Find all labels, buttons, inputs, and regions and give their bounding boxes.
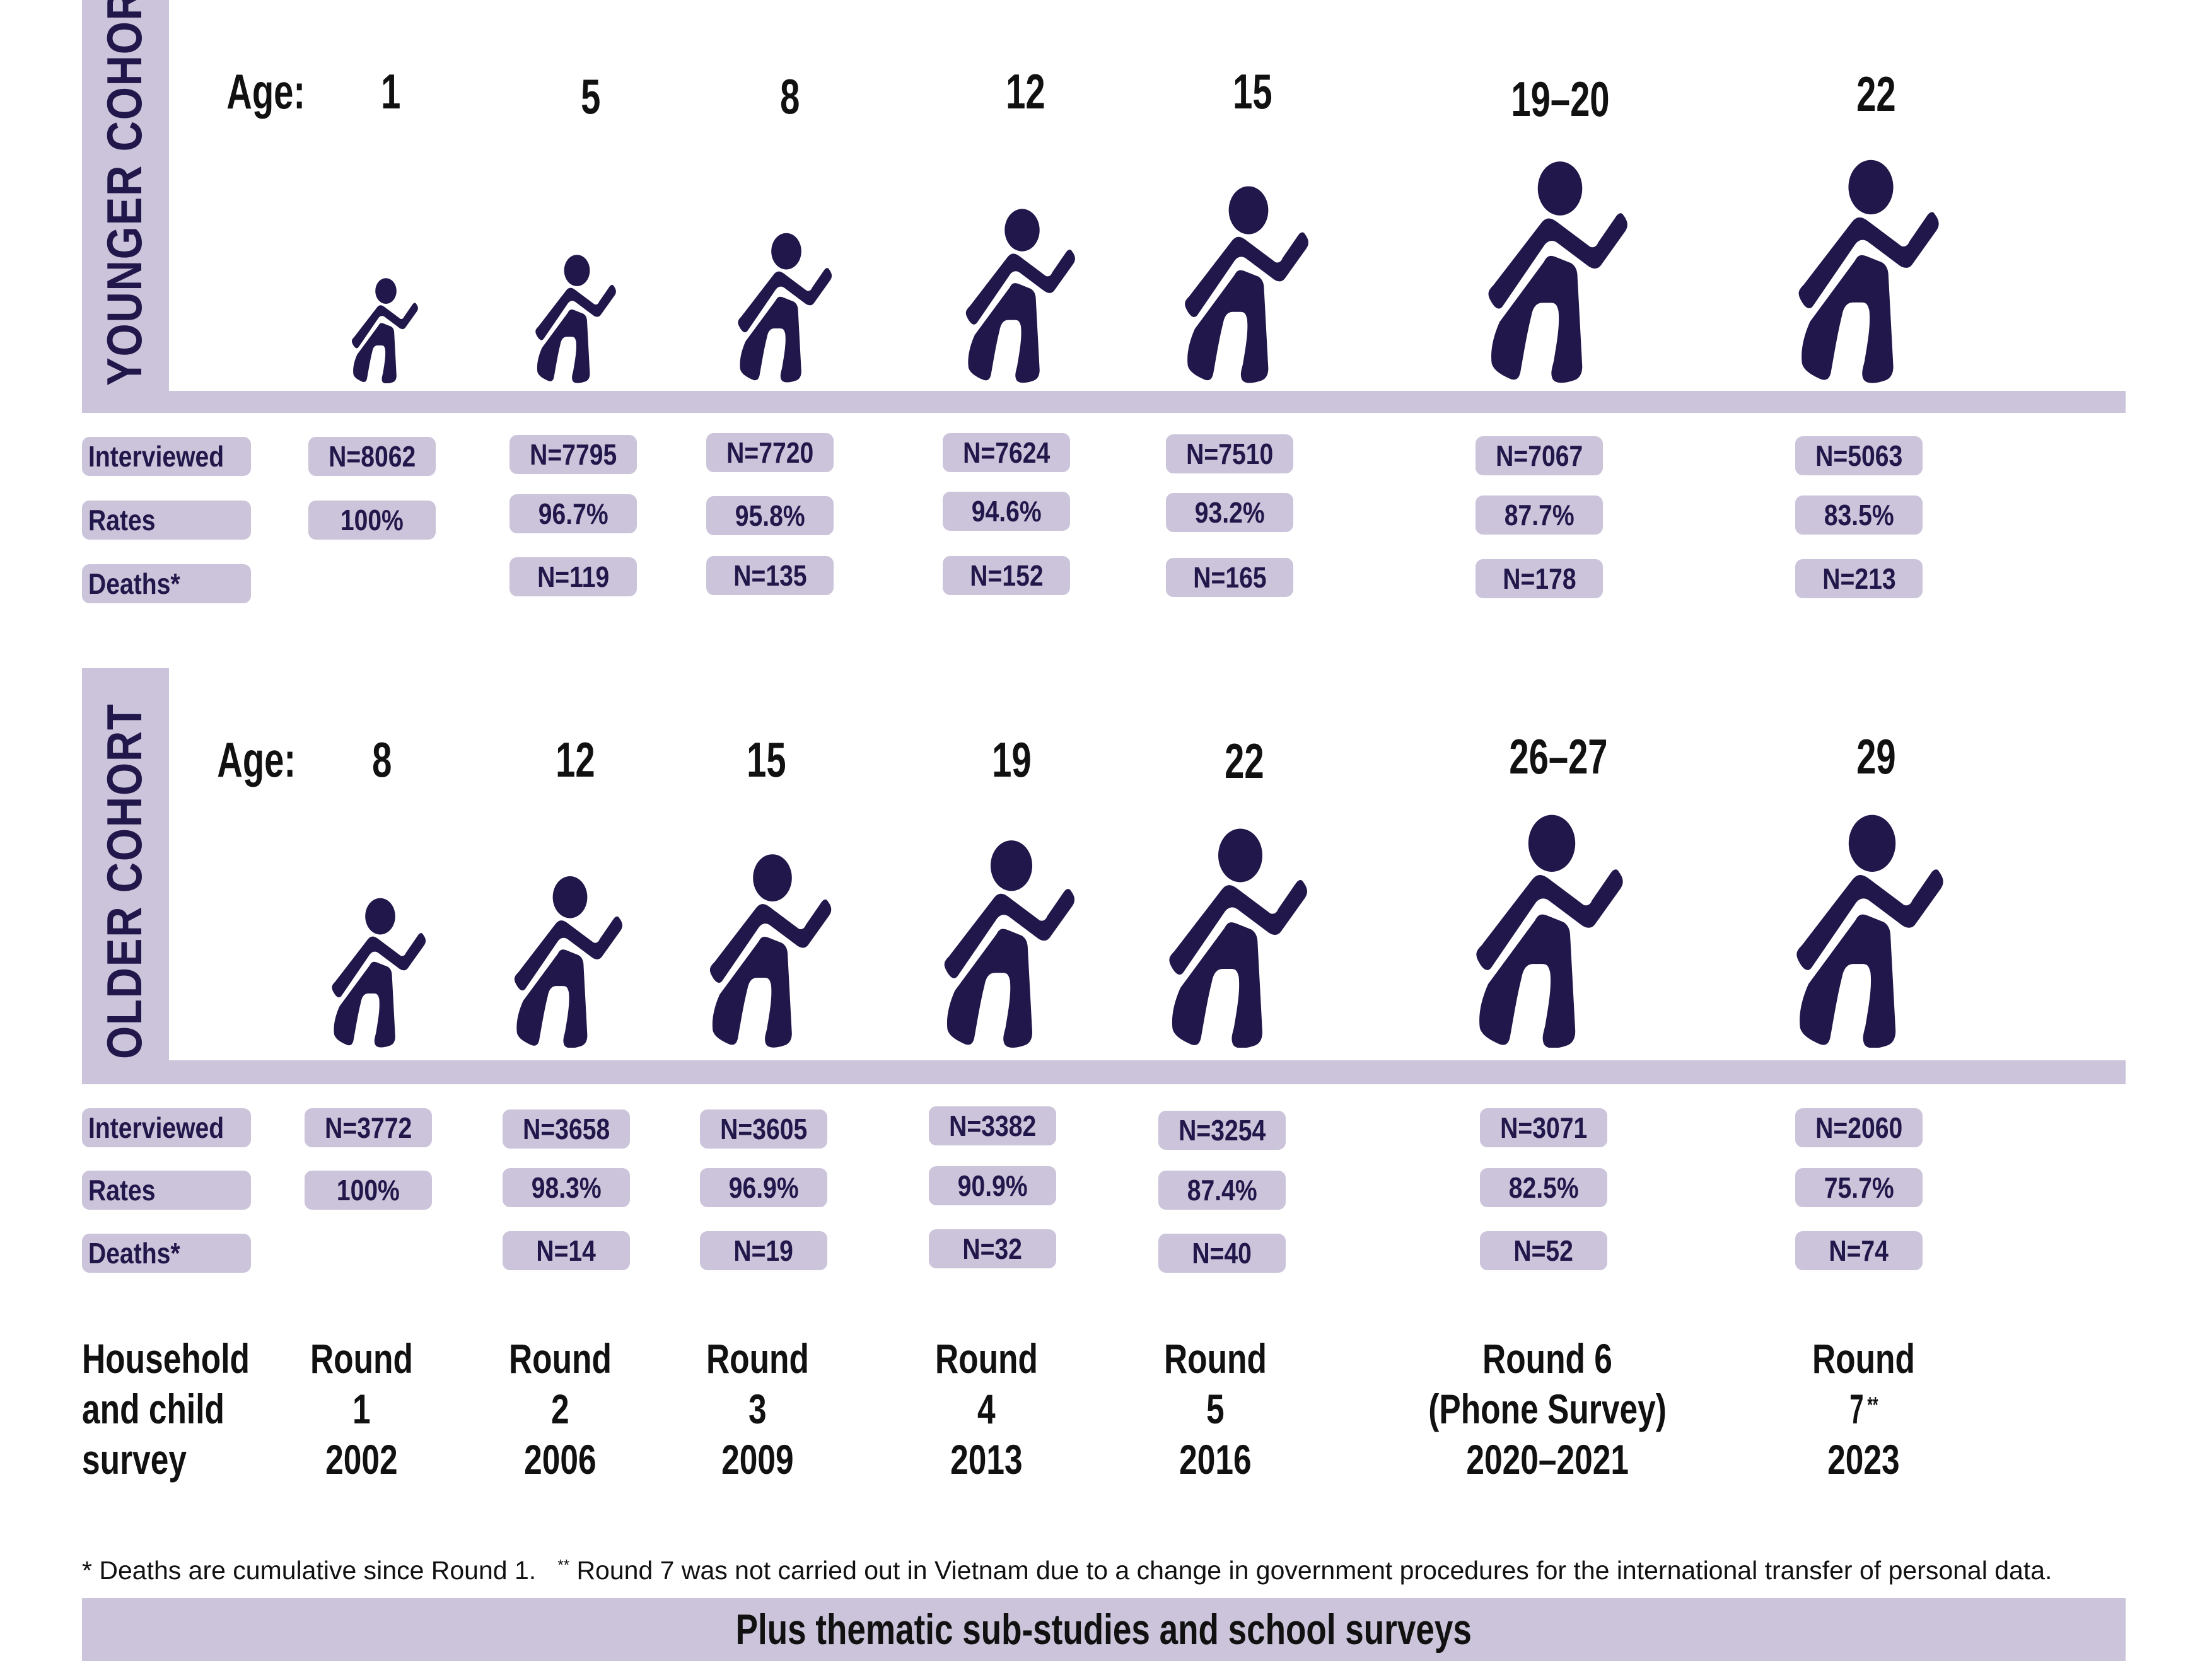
younger-age-3: 8 [780, 69, 800, 124]
row-label-interviewed: Interviewed [82, 1108, 251, 1147]
older-interviewed-2: N=3658 [503, 1109, 630, 1149]
younger-interviewed-5: N=7510 [1166, 434, 1293, 473]
older-rate-6: 82.5% [1480, 1168, 1607, 1207]
younger-cohort-base-bar [82, 391, 2126, 413]
older-age-4: 19 [991, 732, 1032, 787]
younger-rate-5: 93.2% [1166, 493, 1293, 532]
row-label-interviewed: Interviewed [82, 437, 251, 476]
older-interviewed-3: N=3605 [700, 1109, 827, 1149]
younger-interviewed-4: N=7624 [943, 433, 1070, 472]
older-interviewed-1: N=3772 [305, 1108, 432, 1147]
older-deaths-3: N=19 [700, 1231, 827, 1270]
round-7: Round 7 ** 2023 [1812, 1335, 1915, 1483]
older-rate-3: 96.9% [700, 1168, 827, 1207]
row-label-rates: Rates [82, 1171, 251, 1210]
older-cohort-label: OLDER COHORT [96, 703, 152, 1059]
younger-interviewed-1: N=8062 [308, 437, 436, 476]
older-cohort-side-band [82, 668, 169, 1084]
younger-interviewed-2: N=7795 [509, 435, 637, 474]
younger-deaths-6: N=178 [1476, 559, 1603, 598]
younger-age-label: Age: [226, 64, 306, 119]
child-figure-icon [1467, 813, 1637, 1048]
child-figure-icon [1178, 184, 1319, 383]
older-interviewed-6: N=3071 [1480, 1108, 1607, 1147]
older-deaths-5: N=40 [1158, 1234, 1286, 1273]
younger-age-2: 5 [581, 69, 601, 124]
older-age-6: 26–27 [1508, 729, 1608, 784]
child-figure-icon [327, 896, 434, 1048]
child-figure-icon [733, 231, 840, 383]
child-figure-icon [1481, 159, 1639, 383]
footnote: * Deaths are cumulative since Round 1. *… [82, 1556, 2052, 1585]
round-2: Round 2 2006 [508, 1335, 612, 1483]
child-figure-icon [1787, 813, 1957, 1048]
younger-rate-6: 87.7% [1476, 495, 1603, 535]
younger-rate-7: 83.5% [1795, 495, 1923, 535]
child-figure-icon [508, 875, 632, 1048]
older-age-label: Age: [217, 732, 296, 787]
older-cohort-base-bar [82, 1060, 2126, 1084]
younger-interviewed-6: N=7067 [1476, 436, 1603, 475]
older-rate-7: 75.7% [1795, 1168, 1923, 1207]
older-age-1: 8 [372, 732, 392, 787]
older-deaths-4: N=32 [929, 1229, 1056, 1268]
child-figure-icon [1791, 158, 1951, 383]
older-age-2: 12 [555, 732, 595, 787]
child-figure-icon [937, 838, 1086, 1048]
round-3: Round 3 2009 [706, 1335, 809, 1483]
younger-age-1: 1 [381, 64, 401, 119]
older-rate-5: 87.4% [1158, 1171, 1286, 1210]
younger-interviewed-7: N=5063 [1795, 436, 1923, 475]
younger-deaths-2: N=119 [509, 557, 637, 596]
row-label-deaths: Deaths* [82, 564, 251, 603]
younger-age-7: 22 [1856, 66, 1896, 122]
older-rate-2: 98.3% [503, 1168, 630, 1207]
older-deaths-6: N=52 [1480, 1231, 1607, 1270]
older-interviewed-4: N=3382 [929, 1106, 1056, 1145]
row-label-rates: Rates [82, 501, 251, 540]
younger-deaths-5: N=165 [1166, 558, 1293, 597]
younger-rate-4: 94.6% [943, 492, 1070, 531]
survey-label: Household and child survey [82, 1335, 250, 1483]
older-deaths-2: N=14 [503, 1231, 630, 1270]
older-interviewed-7: N=2060 [1795, 1108, 1923, 1147]
child-figure-icon [348, 277, 424, 383]
round-5: Round 5 2016 [1163, 1335, 1267, 1483]
younger-cohort-side-band [82, 0, 169, 413]
older-age-5: 22 [1224, 733, 1264, 789]
older-deaths-7: N=74 [1795, 1231, 1923, 1270]
child-figure-icon [703, 852, 842, 1048]
round-6: Round 6 (Phone Survey) 2020–2021 [1428, 1335, 1667, 1483]
younger-age-4: 12 [1005, 64, 1045, 119]
younger-interviewed-3: N=7720 [706, 433, 834, 472]
child-figure-icon [1161, 827, 1319, 1048]
younger-age-5: 15 [1232, 64, 1272, 119]
older-rate-4: 90.9% [929, 1166, 1056, 1205]
older-age-7: 29 [1856, 729, 1896, 784]
child-figure-icon [531, 253, 623, 383]
older-age-3: 15 [746, 732, 786, 787]
round-4: Round 4 2013 [934, 1335, 1038, 1483]
round-1: Round 1 2002 [310, 1335, 413, 1483]
child-figure-icon [960, 207, 1085, 383]
younger-cohort-label: YOUNGER COHORT [96, 0, 152, 386]
row-label-deaths: Deaths* [82, 1234, 251, 1273]
younger-age-6: 19–20 [1510, 71, 1610, 127]
older-rate-1: 100% [305, 1171, 432, 1210]
bottom-banner: Plus thematic sub-studies and school sur… [82, 1598, 2126, 1661]
double-asterisk-mark: ** [1866, 1392, 1878, 1418]
younger-rate-1: 100% [308, 501, 436, 540]
younger-deaths-3: N=135 [706, 556, 834, 595]
older-interviewed-5: N=3254 [1158, 1111, 1286, 1150]
younger-deaths-4: N=152 [943, 556, 1070, 595]
younger-rate-3: 95.8% [706, 496, 834, 535]
younger-rate-2: 96.7% [509, 494, 637, 533]
younger-deaths-7: N=213 [1795, 559, 1923, 598]
